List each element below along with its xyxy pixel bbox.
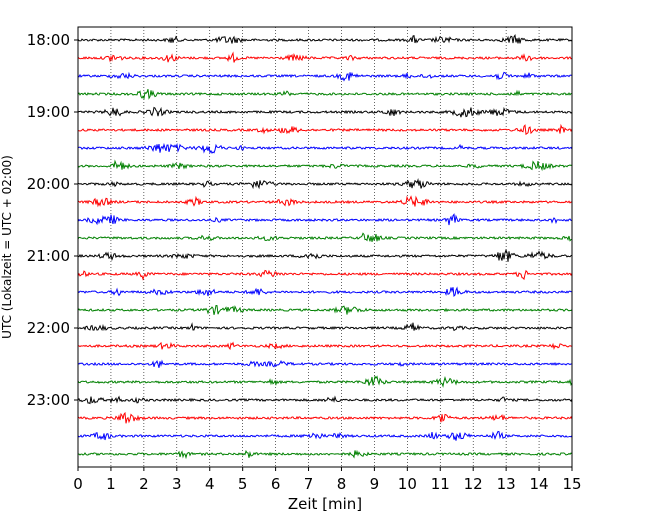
trace-1930 [77,142,573,154]
x-tick-label-15: 15 [562,475,581,493]
plot-background [78,27,572,467]
trace-2330 [77,430,573,441]
x-tick-label-5: 5 [238,475,248,493]
x-tick-label-8: 8 [337,475,347,493]
trace-1815 [77,51,573,63]
x-tick-label-2: 2 [139,475,149,493]
trace-2115 [77,269,573,281]
trace-2045 [77,232,573,242]
x-tick-label-6: 6 [271,475,281,493]
x-tick-label-9: 9 [370,475,380,493]
trace-2130 [77,286,573,297]
x-axis-label: Zeit [min] [288,495,362,513]
trace-1945 [77,159,573,172]
trace-2230 [77,359,573,368]
x-tick-label-10: 10 [398,475,417,493]
x-tick-label-4: 4 [205,475,215,493]
y-tick-label-4: 22:00 [27,319,70,337]
x-tick-label-11: 11 [431,475,450,493]
trace-1915 [77,123,573,136]
trace-1845 [77,89,573,101]
x-tick-label-0: 0 [73,475,83,493]
trace-1900 [77,106,573,118]
y-tick-label-1: 19:00 [27,103,70,121]
x-tick-label-14: 14 [530,475,549,493]
trace-2215 [77,341,573,351]
trace-1800 [77,33,573,44]
traces [77,33,573,460]
trace-2315 [77,411,573,424]
y-tick-label-0: 18:00 [27,31,70,49]
x-tick-label-12: 12 [464,475,483,493]
trace-2300 [77,395,573,405]
x-tick-label-1: 1 [106,475,116,493]
y-axis-label: UTC (Lokalzeit = UTC + 02:00) [0,155,14,339]
grid-lines [110,27,540,467]
x-tick-label-13: 13 [497,475,516,493]
y-tick-label-5: 23:00 [27,391,70,409]
trace-2015 [77,195,573,208]
trace-2145 [77,304,573,315]
x-tick-label-7: 7 [304,475,314,493]
y-tick-label-2: 20:00 [27,175,70,193]
trace-2100 [77,248,573,262]
y-axis-ticks: 18:00 19:00 20:00 21:00 22:00 23:00 [27,31,78,409]
x-tick-label-3: 3 [172,475,182,493]
trace-2000 [77,178,573,190]
trace-2200 [77,322,573,332]
plot-frame [77,26,573,468]
y-tick-label-3: 21:00 [27,247,70,265]
trace-2345 [77,449,573,460]
trace-2030 [77,213,573,226]
trace-1830 [77,71,573,82]
trace-2245 [77,375,573,388]
x-axis-ticks: 0 1 2 3 4 5 6 7 8 9 10 11 12 13 14 15 [73,467,582,493]
